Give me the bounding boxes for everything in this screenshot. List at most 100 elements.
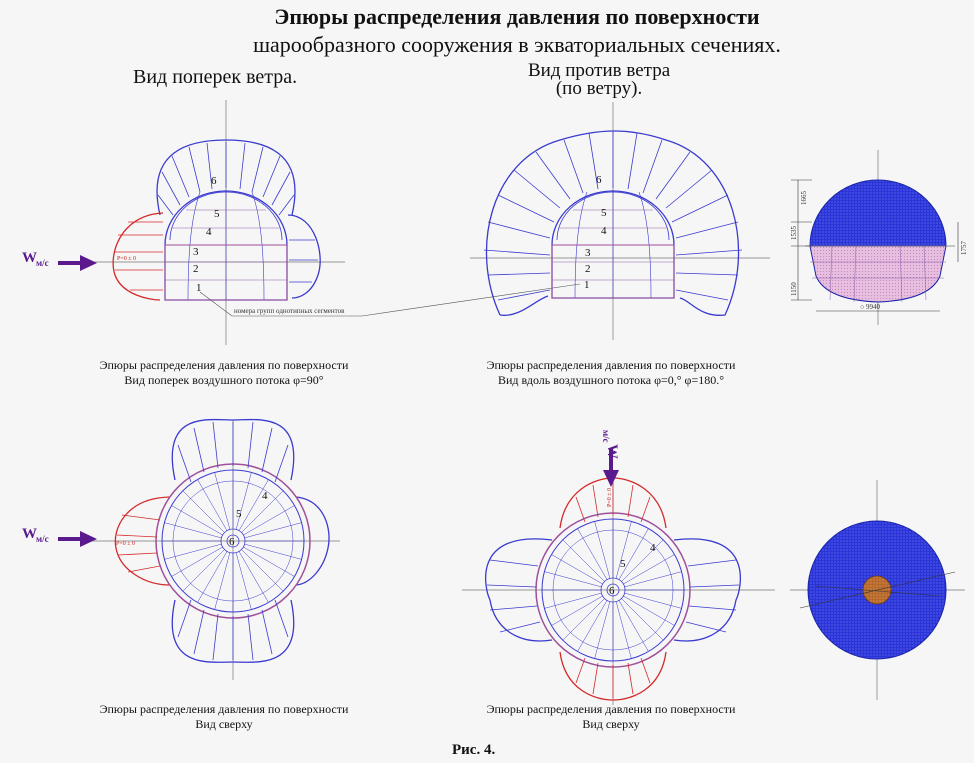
plan-spoke — [618, 600, 649, 652]
plan-spoke — [244, 522, 302, 539]
wind-label: W — [22, 250, 37, 266]
segment-label-6-c: 6 — [229, 536, 235, 548]
dim-width: ○ 9940 — [860, 303, 880, 311]
caption-top-left: Эпюры распределения давления по поверхно… — [74, 358, 374, 388]
plan-spoke — [618, 528, 649, 580]
dome-outline-along — [551, 190, 675, 299]
caption-bottom-right-line2: Вид сверху — [582, 717, 640, 731]
figure-label: Рис. 4. — [452, 742, 496, 758]
dim-1535: 1535 — [790, 226, 798, 241]
view-label-against-wind-line2: (по ветру). — [555, 78, 643, 99]
plan-spoke — [171, 505, 223, 536]
plan-spoke — [241, 549, 284, 592]
segment-label-3-b: 3 — [585, 247, 591, 259]
segment-label-4-c: 4 — [262, 490, 268, 502]
caption-top-right-line2: Вид вдоль воздушного потока φ=0,° φ=180.… — [497, 373, 725, 387]
caption-bottom-left: Эпюры распределения давления по поверхно… — [74, 702, 374, 732]
view-label-against-wind: Вид против ветра (по ветру). — [528, 61, 670, 99]
segment-label-6-d: 6 — [609, 585, 615, 597]
plan-spoke — [164, 543, 222, 560]
dim-1665: 1665 — [800, 191, 808, 206]
caption-bottom-left-line1: Эпюры распределения давления по поверхно… — [99, 702, 349, 716]
plan-spoke — [182, 549, 225, 592]
segment-label-1: 1 — [196, 282, 202, 294]
plan-spoke — [235, 552, 252, 610]
segment-label-5-d: 5 — [620, 558, 626, 570]
plan-spoke — [577, 528, 608, 580]
plan-spoke — [238, 479, 269, 531]
segment-label-5-b: 5 — [601, 207, 607, 219]
wind-label-c: W — [22, 526, 37, 542]
plan-spoke — [243, 505, 295, 536]
plan-spoke — [544, 571, 602, 588]
plan-spoke — [623, 595, 675, 626]
plan-spoke — [235, 472, 252, 530]
dim-1757: 1757 — [960, 241, 968, 256]
caption-top-right-line1: Эпюры распределения давления по поверхно… — [486, 358, 736, 372]
plan-spoke — [594, 601, 611, 659]
caption-top-left-line1: Эпюры распределения давления по поверхно… — [99, 358, 349, 372]
pressure-lobe-top-left — [114, 496, 171, 586]
segment-label-6: 6 — [211, 175, 217, 187]
plan-spoke — [164, 522, 222, 539]
plan-spoke — [244, 543, 302, 560]
plan-spoke — [197, 551, 228, 603]
plan-spoke — [171, 546, 223, 577]
wind-arrow-d — [603, 448, 619, 487]
plan-spoke — [551, 554, 603, 585]
dome-outline — [164, 190, 288, 301]
wind-unit-d: м/с — [601, 430, 611, 443]
plan-spoke — [577, 600, 608, 652]
segment-label-4: 4 — [206, 226, 212, 238]
pressure-zero-label-d: P=0 ± 0 — [607, 488, 613, 507]
wind-arrow — [58, 255, 97, 271]
caption-top-right: Эпюры распределения давления по поверхно… — [461, 358, 761, 388]
plan-spoke — [544, 592, 602, 609]
segment-label-5-c: 5 — [236, 508, 242, 520]
plan-spoke — [615, 601, 632, 659]
diagram-along-wind-side: 6 5 4 3 2 1 — [470, 102, 770, 340]
pressure-zero-label: P=0 ± 0 — [117, 256, 136, 262]
dim-1150: 1150 — [790, 282, 798, 296]
wind-arrow-c — [58, 531, 97, 547]
segment-label-1-b: 1 — [584, 279, 590, 291]
plan-spoke — [621, 598, 664, 641]
plan-spoke — [624, 592, 682, 609]
plan-spoke — [214, 472, 231, 530]
segment-label-2-b: 2 — [585, 263, 591, 275]
pressure-lobe-left — [112, 212, 164, 301]
plan-spoke — [197, 479, 228, 531]
wind-label-d: W — [604, 444, 620, 459]
plan-colored — [790, 480, 965, 700]
segment-label-5: 5 — [214, 208, 220, 220]
dome-section-colored: 1665 1535 1150 1757 ○ 9940 — [790, 150, 968, 325]
segment-label-6-b: 6 — [596, 174, 602, 186]
caption-bottom-right: Эпюры распределения давления по поверхно… — [461, 702, 761, 732]
base-pink-fill — [809, 245, 947, 303]
plan-spoke — [615, 521, 632, 579]
plan-spoke — [214, 552, 231, 610]
plan-spoke — [623, 554, 675, 585]
plan-spoke — [243, 546, 295, 577]
plan-spoke — [562, 598, 605, 641]
diagram-cross-wind-top: 5 4 6 P=0 ± 0 W м/с — [22, 418, 340, 680]
view-label-cross-wind: Вид поперек ветра. — [133, 66, 298, 88]
diagram-cross-wind-side: 6 5 4 3 2 1 P=0 ± 0 W м/с номера групп о… — [22, 100, 581, 345]
title-line-2: шарообразного сооружения в экваториальны… — [253, 32, 781, 57]
suction-envelope — [156, 139, 296, 216]
title-line-1: Эпюры распределения давления по поверхно… — [274, 4, 760, 29]
segment-label-4-d: 4 — [650, 542, 656, 554]
plan-spoke — [621, 539, 664, 582]
plan-spoke — [562, 539, 605, 582]
caption-bottom-right-line1: Эпюры распределения давления по поверхно… — [486, 702, 736, 716]
plan-spoke — [241, 490, 284, 533]
caption-bottom-left-line2: Вид сверху — [195, 717, 253, 731]
diagram-along-wind-top: P=0 ± 0 5 4 6 W м/с — [462, 430, 775, 705]
plan-spoke — [594, 521, 611, 579]
pressure-zero-label-c: P=0 ± 0 — [116, 541, 135, 547]
segment-label-3: 3 — [193, 246, 199, 258]
plan-spoke — [238, 551, 269, 603]
segment-note: номера групп однотипных сегментов — [234, 307, 345, 315]
wind-unit-c: м/с — [36, 534, 49, 544]
